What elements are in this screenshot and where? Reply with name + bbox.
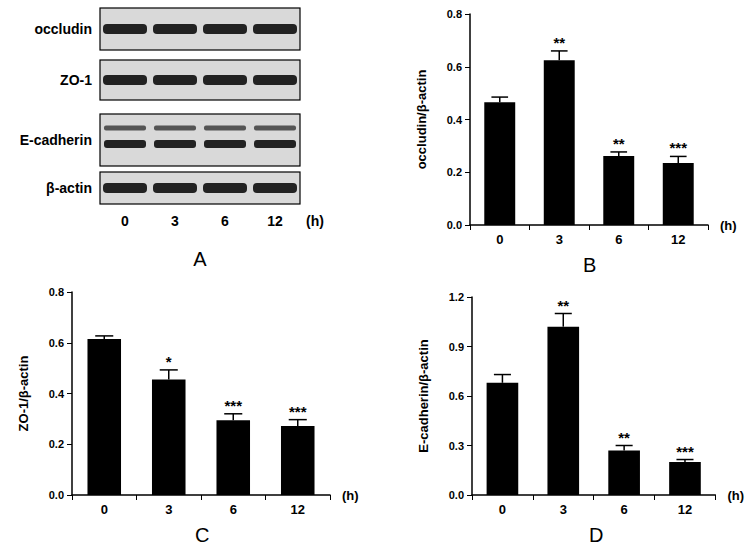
svg-text:0: 0	[121, 213, 129, 229]
svg-text:0.2: 0.2	[49, 438, 64, 450]
svg-text:0.0: 0.0	[449, 489, 464, 501]
svg-text:ZO-1/β-actin: ZO-1/β-actin	[16, 356, 31, 432]
svg-text:(h): (h)	[342, 488, 359, 503]
svg-text:occludin: occludin	[34, 21, 92, 37]
svg-text:**: **	[553, 34, 565, 51]
svg-text:A: A	[193, 248, 207, 270]
svg-text:0.6: 0.6	[49, 337, 64, 349]
svg-text:ZO-1: ZO-1	[60, 72, 92, 88]
svg-text:0: 0	[101, 502, 108, 517]
svg-text:E-cadherin: E-cadherin	[20, 132, 92, 148]
svg-text:0.0: 0.0	[49, 489, 64, 501]
svg-text:0.4: 0.4	[447, 114, 463, 126]
svg-text:3: 3	[560, 502, 567, 517]
svg-text:0.6: 0.6	[447, 61, 462, 73]
svg-text:***: ***	[289, 403, 307, 420]
svg-text:C: C	[195, 524, 209, 546]
svg-text:E-cadherin/β-actin: E-cadherin/β-actin	[416, 339, 431, 452]
svg-text:**: **	[613, 135, 625, 152]
svg-text:0.2: 0.2	[447, 166, 462, 178]
svg-text:6: 6	[621, 502, 628, 517]
svg-text:(h): (h)	[306, 213, 324, 229]
svg-text:3: 3	[171, 213, 179, 229]
svg-text:0.0: 0.0	[447, 219, 462, 231]
svg-text:0.4: 0.4	[49, 388, 65, 400]
svg-text:occludin/β-actin: occludin/β-actin	[414, 70, 429, 170]
svg-text:0: 0	[499, 502, 506, 517]
svg-text:1.2: 1.2	[449, 291, 464, 303]
svg-text:0.9: 0.9	[449, 341, 464, 353]
svg-text:β-actin: β-actin	[46, 180, 92, 196]
svg-text:**: **	[557, 297, 569, 314]
svg-text:6: 6	[221, 213, 229, 229]
svg-text:12: 12	[678, 502, 692, 517]
svg-text:12: 12	[291, 502, 305, 517]
svg-text:*: *	[166, 353, 172, 370]
svg-text:6: 6	[230, 502, 237, 517]
svg-text:(h): (h)	[727, 488, 744, 503]
svg-text:0.3: 0.3	[449, 440, 464, 452]
svg-text:0.6: 0.6	[449, 390, 464, 402]
svg-text:D: D	[589, 524, 603, 546]
svg-text:12: 12	[267, 213, 283, 229]
svg-text:0.8: 0.8	[49, 286, 64, 298]
svg-text:***: ***	[676, 443, 694, 460]
svg-text:***: ***	[669, 139, 687, 156]
svg-text:0: 0	[496, 232, 503, 247]
svg-text:3: 3	[165, 502, 172, 517]
svg-text:(h): (h)	[720, 218, 737, 233]
svg-text:3: 3	[556, 232, 563, 247]
svg-text:B: B	[583, 254, 596, 276]
svg-text:***: ***	[224, 397, 242, 414]
svg-text:**: **	[618, 429, 630, 446]
svg-text:0.8: 0.8	[447, 8, 462, 20]
svg-text:6: 6	[615, 232, 622, 247]
svg-text:12: 12	[671, 232, 685, 247]
